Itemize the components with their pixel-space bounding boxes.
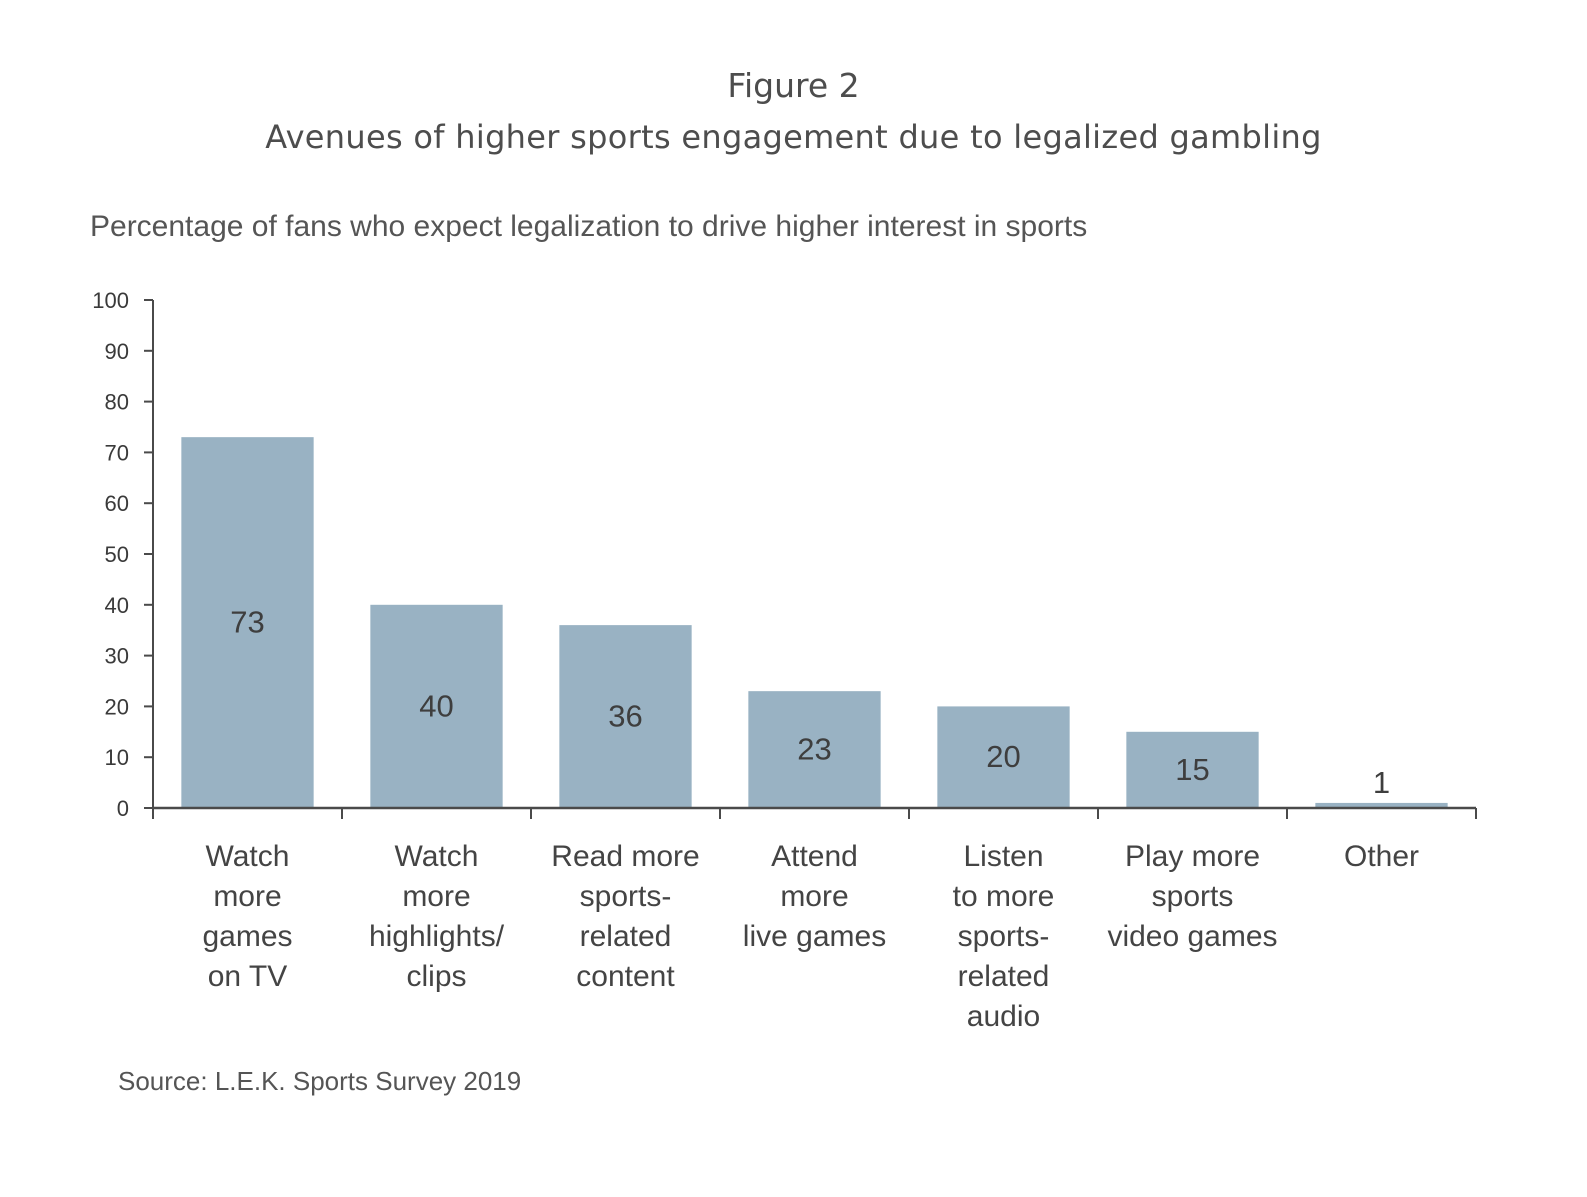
bar xyxy=(181,437,314,808)
bar xyxy=(559,625,692,808)
data-label: 1 xyxy=(1373,765,1390,800)
data-label: 36 xyxy=(608,699,642,734)
x-tick-label: Attend more live games xyxy=(743,840,886,953)
x-tick-label: Other xyxy=(1344,840,1419,873)
data-label: 40 xyxy=(419,688,453,723)
y-tick-label: 0 xyxy=(117,796,129,821)
chart-title: Avenues of higher sports engagement due … xyxy=(265,118,1322,156)
chart-subtitle: Percentage of fans who expect legalizati… xyxy=(90,210,1088,243)
y-tick-label: 100 xyxy=(92,288,129,313)
y-tick-label: 10 xyxy=(105,745,129,770)
data-label: 23 xyxy=(797,732,831,767)
y-tick-label: 30 xyxy=(105,644,129,669)
bar xyxy=(1126,731,1259,808)
y-tick-label: 80 xyxy=(105,390,129,415)
data-label: 73 xyxy=(230,605,264,640)
data-label: 20 xyxy=(986,739,1020,774)
y-tick-label: 20 xyxy=(105,694,129,719)
y-tick-label: 90 xyxy=(105,339,129,364)
data-label: 15 xyxy=(1175,752,1209,787)
x-tick-label: Play more sports video games xyxy=(1107,840,1277,953)
bar xyxy=(370,604,503,808)
y-tick-label: 50 xyxy=(105,542,129,567)
x-tick-label: Read more sports-related content xyxy=(551,840,699,993)
x-tick-label: Watch more highlights/clips xyxy=(369,840,505,993)
y-tick-label: 70 xyxy=(105,440,129,465)
bar xyxy=(937,706,1070,808)
y-tick-label: 60 xyxy=(105,491,129,516)
source-note: Source: L.E.K. Sports Survey 2019 xyxy=(118,1066,522,1096)
x-tick-label: Watch more games on TV xyxy=(202,840,292,993)
y-tick-label: 40 xyxy=(105,593,129,618)
bar xyxy=(748,691,881,808)
x-tick-label: Listen to more sports-related audio xyxy=(953,840,1055,1033)
figure-label: Figure 2 xyxy=(727,66,860,105)
bar xyxy=(1315,802,1448,808)
